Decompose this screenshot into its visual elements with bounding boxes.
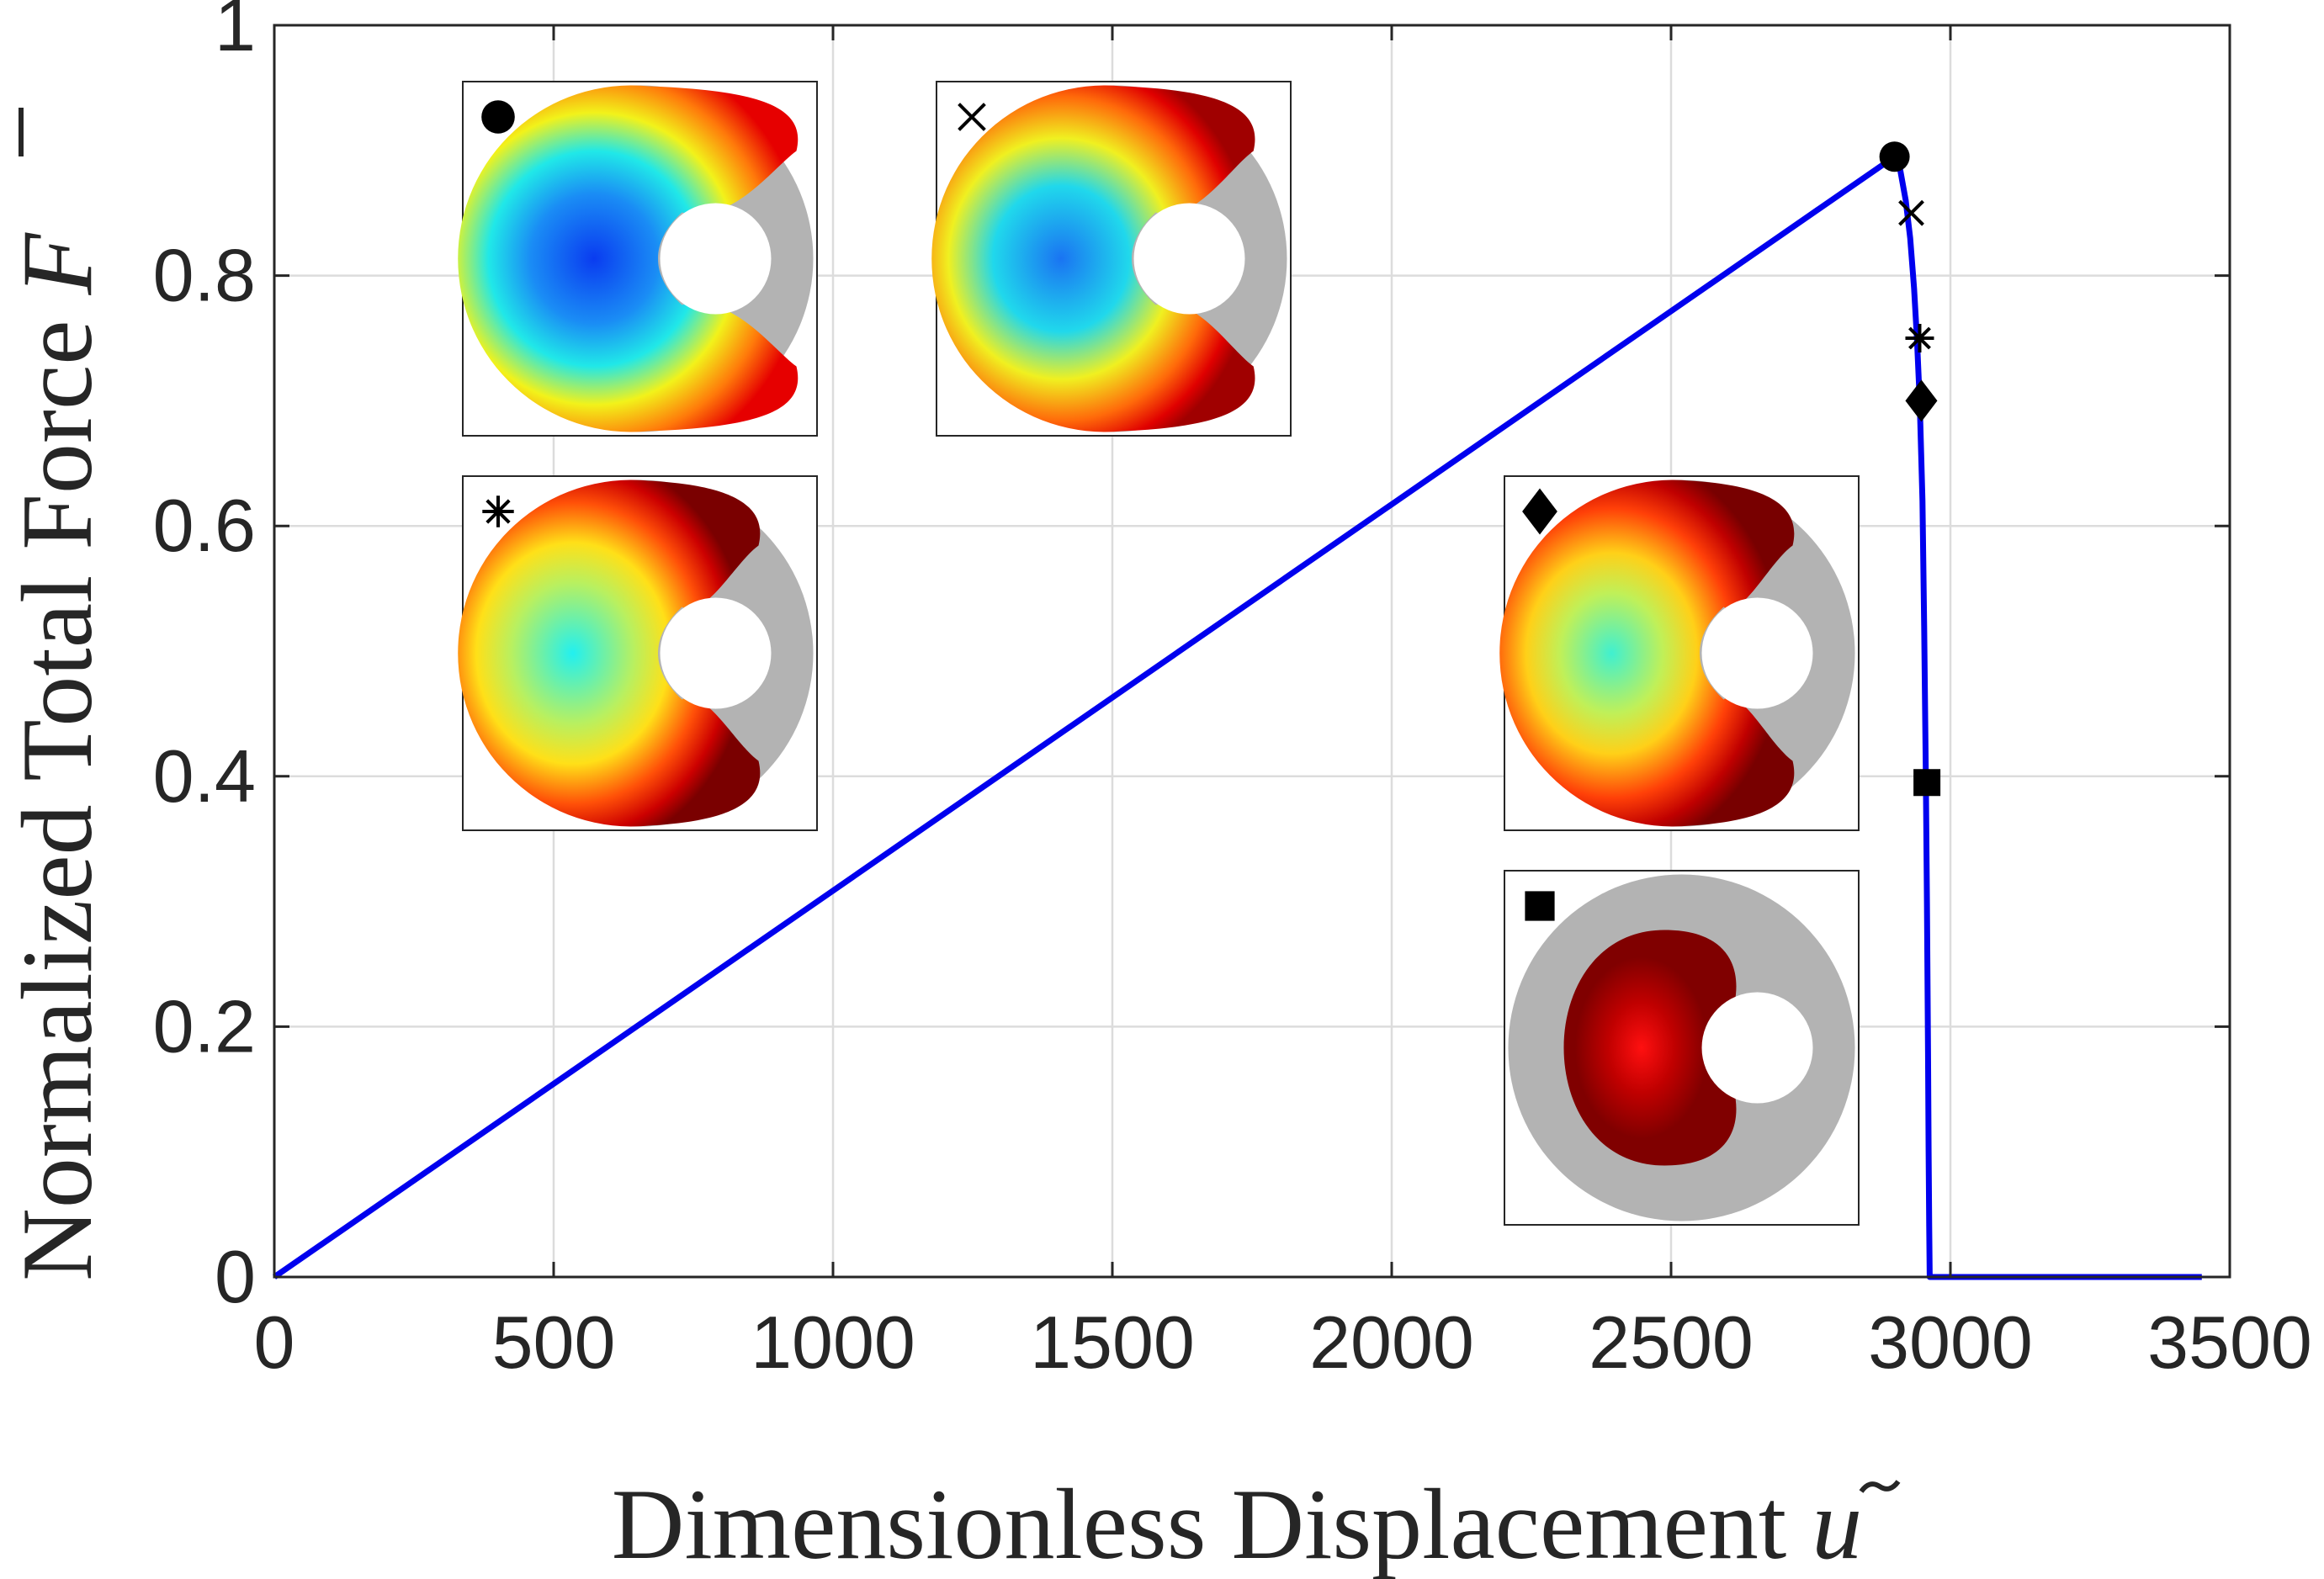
inset-hole bbox=[1701, 992, 1813, 1104]
x-axis-label: Dimensionless Displacement u bbox=[612, 1468, 1862, 1579]
data-marker-square bbox=[1913, 769, 1941, 797]
inset-square bbox=[1504, 870, 1860, 1226]
data-marker-asterisk bbox=[1905, 324, 1934, 352]
inset-intact-region bbox=[458, 85, 799, 432]
y-tick-label: 0.6 bbox=[153, 484, 256, 567]
x-tick-label: 500 bbox=[492, 1301, 616, 1384]
inset-marker-cross bbox=[958, 103, 986, 131]
y-axis-label: Normalized Total Force F bbox=[1, 231, 113, 1280]
inset-intact-region bbox=[931, 85, 1255, 432]
series-layer bbox=[273, 24, 2231, 1280]
data-marker-diamond bbox=[1905, 379, 1938, 422]
inset-intact-region bbox=[1563, 930, 1737, 1166]
y-tick-labels: 0 0.2 0.4 0.6 0.8 1 bbox=[153, 0, 256, 1318]
x-tick-label: 0 bbox=[254, 1301, 295, 1384]
inset-hole bbox=[660, 597, 772, 709]
axes bbox=[273, 24, 2231, 1279]
inset-circle bbox=[458, 81, 818, 437]
x-tick-labels: 0 500 1000 1500 2000 2500 3000 3500 bbox=[254, 1301, 2312, 1384]
y-tick-label: 0.8 bbox=[153, 234, 256, 317]
axes-box bbox=[273, 24, 2231, 1279]
x-tick-label: 1000 bbox=[751, 1301, 915, 1384]
y-tick-label: 0 bbox=[215, 1235, 256, 1318]
inset-marker-circle bbox=[481, 100, 515, 134]
x-tick-label: 3000 bbox=[1868, 1301, 2033, 1384]
data-marker-cross bbox=[1898, 199, 1924, 226]
inset-intact-region bbox=[1499, 480, 1795, 827]
x-axis-label-tilde bbox=[1859, 1480, 1901, 1493]
inset-intact-region bbox=[458, 480, 761, 827]
x-tick-label: 1500 bbox=[1030, 1301, 1195, 1384]
data-marker-circle bbox=[1879, 141, 1910, 172]
series-line bbox=[273, 153, 2202, 1280]
inset-marker-diamond bbox=[1522, 488, 1557, 535]
y-tick-label: 0.2 bbox=[153, 984, 256, 1068]
x-tick-label: 3500 bbox=[2147, 1301, 2312, 1384]
inset-marker-square bbox=[1525, 891, 1555, 921]
inset-hole bbox=[1701, 597, 1813, 709]
inset-diamond bbox=[1499, 475, 1860, 831]
inset-marker-asterisk bbox=[482, 495, 514, 527]
x-tick-label: 2000 bbox=[1309, 1301, 1474, 1384]
x-tick-label: 2500 bbox=[1589, 1301, 1754, 1384]
y-tick-label: 1 bbox=[215, 0, 256, 66]
y-tick-label: 0.4 bbox=[153, 734, 256, 818]
inset-asterisk bbox=[458, 475, 818, 831]
insets bbox=[458, 81, 1860, 1226]
inset-hole bbox=[660, 203, 772, 315]
inset-cross bbox=[931, 81, 1292, 437]
inset-hole bbox=[1133, 203, 1245, 315]
